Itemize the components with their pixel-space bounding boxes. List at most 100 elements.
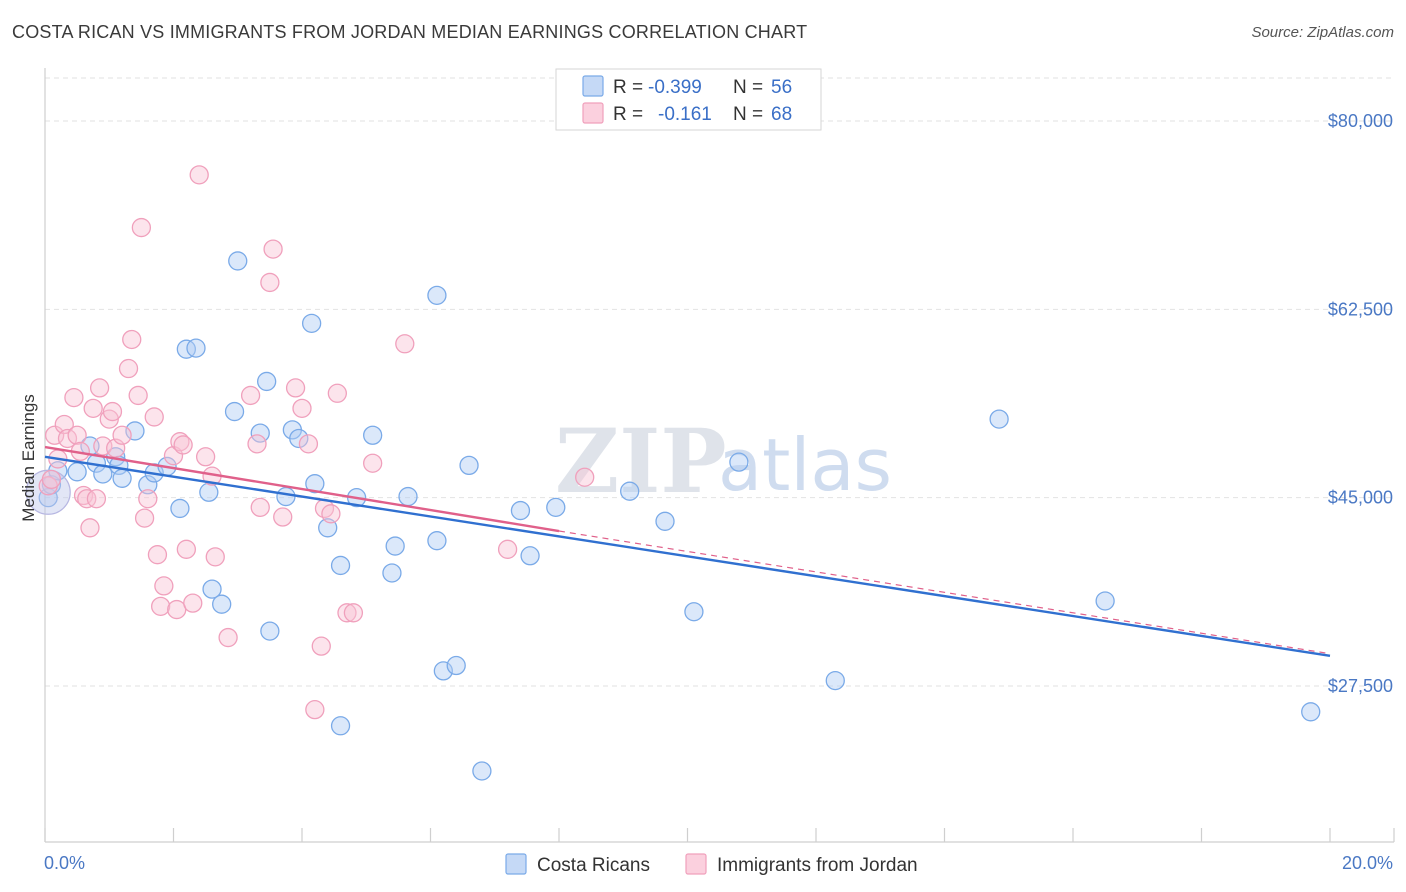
legend-r-value-2: -0.161 (658, 104, 712, 125)
jordan-point-33 (173, 435, 193, 455)
chart-source: Source: ZipAtlas.com (1251, 24, 1394, 41)
series-legend: Costa Ricans Immigrants from Jordan (505, 853, 918, 876)
y-tick-label-3: $27,500 (1328, 676, 1393, 696)
legend-r-value-1: -0.399 (648, 77, 702, 98)
jordan-point-26 (144, 407, 164, 427)
jordan-point-39 (205, 547, 225, 567)
jordan-point-41 (240, 385, 261, 406)
jordan-point-56 (343, 603, 364, 623)
jordan-point-58 (395, 334, 415, 354)
costa-ricans-point-19 (212, 594, 232, 614)
jordan-point-21 (122, 329, 142, 350)
jordan-point-55 (337, 603, 357, 623)
jordan-point-30 (163, 446, 184, 466)
correlation-legend: R = -0.399 N = 56 R = -0.161 N = 68 (555, 68, 822, 131)
jordan-point-46 (273, 507, 293, 527)
bottom-legend-swatch-jordan (685, 853, 707, 875)
jordan-point-59 (497, 539, 518, 559)
jordan-point-40 (218, 627, 238, 648)
costa-ricans-point-51 (825, 670, 845, 691)
y-tick-labels: $80,000 $62,500 $45,000 $27,500 (1328, 111, 1393, 696)
costa-ricans-point-48 (655, 511, 675, 531)
costa-ricans-point-20 (224, 401, 245, 422)
costa-ricans-point-37 (398, 486, 418, 507)
jordan-point-50 (305, 699, 325, 720)
bottom-legend-label-costa-ricans: Costa Ricans (537, 855, 650, 876)
legend-r-label-1: R = (613, 77, 643, 98)
costa-ricans-point-15 (176, 339, 197, 359)
y-tick-label-0: $80,000 (1328, 111, 1393, 131)
jordan-trend-extension (558, 530, 1331, 655)
costa-ricans-point-16 (186, 338, 206, 358)
jordan-point-17 (102, 401, 123, 422)
costa-ricans-point-21 (228, 251, 248, 271)
costa-ricans-point-38 (427, 285, 447, 306)
jordan-point-6 (64, 387, 84, 408)
watermark: ZIP atlas (555, 409, 892, 513)
costa-ricans-point-34 (363, 425, 383, 445)
jordan-point-47 (285, 378, 306, 398)
costa-ricans-point-43 (472, 761, 492, 781)
legend-n-label-2: N = (733, 104, 763, 125)
axes (44, 68, 1395, 843)
costa-ricans-point-36 (385, 536, 405, 556)
bottom-legend-swatch-costa-ricans (505, 853, 527, 875)
costa-ricans-point-49 (684, 602, 704, 622)
legend-swatch-costa-ricans (582, 75, 604, 97)
jordan-point-43 (250, 497, 270, 517)
costa-ricans-point-29 (305, 474, 325, 494)
jordan-point-48 (292, 398, 312, 418)
jordan-point-44 (260, 272, 280, 293)
trend-lines (44, 445, 1331, 658)
jordan-trend-line (44, 445, 560, 533)
jordan-point-42 (247, 434, 267, 454)
y-axis-label: Median Earnings (19, 394, 38, 522)
costa-ricans-point-53 (1095, 591, 1115, 611)
costa-ricans-point-46 (546, 497, 566, 517)
jordan-point-32 (170, 432, 190, 452)
costa-ricans-point-3 (67, 462, 87, 482)
costa-ricans-point-41 (446, 655, 466, 676)
jordan-point-28 (150, 596, 171, 616)
costa-ricans-point-14 (170, 498, 190, 519)
costa-ricans-point-23 (257, 371, 277, 392)
costa-ricans-point-9 (112, 468, 132, 488)
jordan-point-27 (147, 545, 168, 565)
costa-ricans-point-28 (301, 313, 322, 333)
jordan-point-11 (80, 518, 100, 538)
jordan-point-36 (189, 165, 209, 185)
jordan-point-45 (263, 239, 283, 259)
jordan-point-22 (128, 385, 148, 406)
legend-n-value-2: 68 (771, 104, 792, 125)
jordan-point-37 (195, 447, 216, 467)
legend-swatch-jordan (582, 102, 604, 124)
jordan-point-35 (183, 593, 203, 613)
jordan-point-1 (41, 469, 62, 490)
jordan-point-54 (327, 383, 347, 403)
jordan-point-51 (311, 636, 331, 656)
jordan-point-25 (138, 489, 158, 509)
jordan-point-34 (176, 539, 197, 559)
costa-ricans-point-45 (520, 546, 540, 566)
costa-ricans-point-50 (729, 452, 749, 472)
jordan-point-23 (131, 217, 152, 238)
costa-ricans-point-25 (276, 486, 296, 507)
jordan-point-31 (167, 599, 187, 620)
costa-ricans-point-52 (989, 409, 1009, 429)
y-tick-label-1: $62,500 (1328, 299, 1393, 319)
costa-ricans-point-27 (289, 428, 309, 449)
jordan-point-29 (154, 576, 174, 596)
costa-ricans-point-47 (620, 481, 640, 501)
legend-r-label-2: R = (613, 104, 643, 125)
jordan-point-53 (321, 504, 341, 524)
costa-ricans-point-42 (459, 455, 479, 476)
bottom-legend-label-jordan: Immigrants from Jordan (717, 855, 918, 876)
jordan-point-13 (86, 489, 107, 509)
costa-ricans-point-35 (382, 563, 402, 583)
costa-ricans-point-31 (330, 555, 351, 576)
costa-ricans-point-18 (202, 579, 222, 599)
costa-ricans-point-44 (510, 500, 531, 521)
series-costa-ricans-points (25, 251, 1321, 781)
jordan-point-24 (134, 508, 155, 528)
